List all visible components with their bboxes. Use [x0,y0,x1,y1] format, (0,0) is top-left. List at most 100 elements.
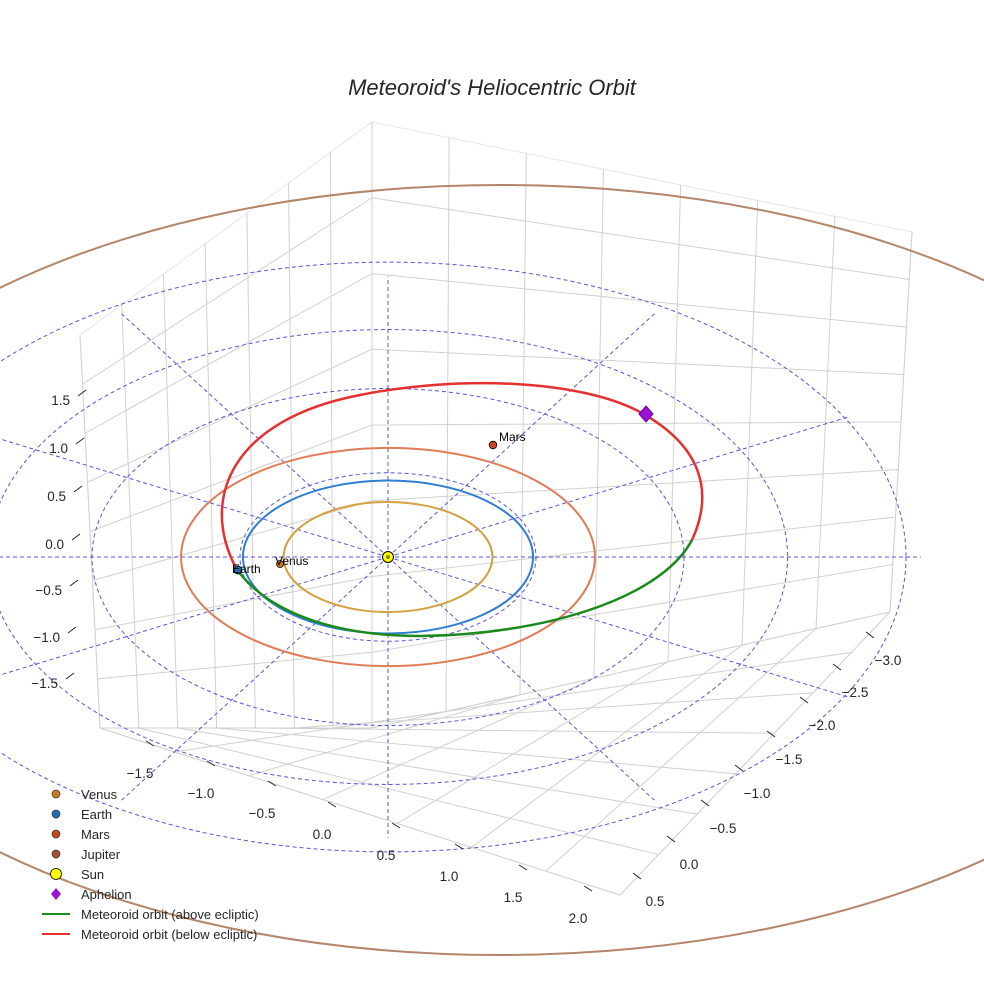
z-tick-mark [67,626,77,634]
z-tick-label: 0.0 [45,537,64,552]
y-tick-label: −2.5 [842,685,869,700]
grid-line [255,727,775,734]
grid-line [84,273,373,434]
grid-line [177,727,698,815]
legend-item-sun: Sun [50,867,104,882]
legend-marker [51,888,61,900]
grid-line [371,564,893,653]
x-tick-mark [206,760,216,767]
y-tick-label: −0.5 [710,821,737,836]
y-tick-label: −3.0 [875,653,902,668]
y-tick-mark [734,764,744,772]
grid-line [371,197,910,280]
grid-line [371,421,902,426]
reference-radial [0,438,389,558]
z-tick-label: −1.5 [31,676,58,691]
reference-radial [387,556,850,698]
sun-core [386,555,390,559]
venus-marker [276,560,284,568]
grid-line [333,651,852,729]
legend-item-venus: Venus [51,787,118,802]
orbit-mars [180,446,596,668]
axis-panes [79,121,913,896]
planet-orbits [0,184,984,956]
y-tick-label: 0.5 [646,894,665,909]
x-tick-label: −1.5 [127,766,154,781]
grid-line [322,677,595,801]
y-tick-label: 0.0 [680,857,699,872]
x-tick-label: 1.0 [440,869,459,884]
z-tick-label: 0.5 [47,489,66,504]
z-tick-mark [65,672,75,680]
axis-ticks: 1.5 1.0 0.5 0.0 −0.5 −1.0 −1.5 −1.5 −1.0 −0.5 0.0 0… [31,389,902,926]
y-tick-label: −1.0 [744,786,771,801]
x-tick-label: −1.0 [188,786,215,801]
legend: Venus Earth Mars Jupiter Sun Aphelion Meteoroi… [42,787,259,942]
y-tick-mark [766,730,776,738]
z-tick-label: −1.0 [33,630,60,645]
earth-marker [233,565,243,575]
grid-line [371,469,899,502]
x-tick-label: 1.5 [504,890,523,905]
grid-line [294,692,813,729]
orbit-venus [282,500,494,614]
reference-circles [0,261,921,853]
legend-item-meteoroid-orbit-below-ecliptic-: Meteoroid orbit (below ecliptic) [42,927,257,942]
grid-line [82,197,373,385]
grid-line [396,661,669,824]
y-tick-mark [700,799,710,807]
reference-radial [387,416,850,558]
grid-line [371,516,896,577]
grid-line [138,727,659,856]
earth-label: Earth [232,562,261,576]
z-tick-mark [73,485,83,493]
grid-lines [79,122,913,896]
legend-marker [51,849,61,859]
legend-marker [51,809,61,819]
reference-radial [0,556,389,676]
x-tick-label: 0.5 [377,848,396,863]
x-tick-label: 2.0 [569,911,588,926]
legend-label: Venus [81,787,118,802]
grid-line [545,628,817,872]
grid-line [92,500,373,582]
legend-marker [51,829,61,839]
legend-item-mars: Mars [51,827,110,842]
y-tick-mark [632,872,642,880]
y-tick-mark [865,631,875,639]
z-tick-label: 1.5 [51,393,70,408]
x-tick-mark [267,780,277,787]
z-tick-label: 1.0 [49,441,68,456]
y-tick-label: −2.0 [809,718,836,733]
z-tick-mark [75,437,85,445]
mars-label: Mars [499,430,526,444]
legend-label: Mars [81,827,110,842]
orbit-jupiter [0,184,984,956]
meteoroid-orbit [220,381,704,638]
legend-label: Jupiter [81,847,121,862]
grid-line [371,611,891,729]
grid-line [87,348,373,483]
grid-line [619,611,891,896]
legend-item-jupiter: Jupiter [51,847,121,862]
grid-line [371,273,907,328]
legend-label: Earth [81,807,112,822]
mars-marker [488,440,498,450]
legend-item-earth: Earth [51,807,112,822]
markers: Earth Venus Mars [232,405,654,576]
legend-label: Meteoroid orbit (above ecliptic) [81,907,259,922]
z-tick-mark [71,533,81,541]
aphelion-marker [638,405,654,423]
y-tick-mark [799,696,809,704]
x-tick-mark [518,864,528,871]
y-tick-mark [666,835,676,843]
grid-line [216,727,736,775]
legend-label: Sun [81,867,104,882]
grid-line [471,644,743,848]
grid-line [99,727,621,896]
meteoroid-orbit-above [234,539,694,638]
z-tick-mark [69,579,79,587]
z-tick-mark [77,389,87,397]
x-tick-mark [583,885,593,892]
